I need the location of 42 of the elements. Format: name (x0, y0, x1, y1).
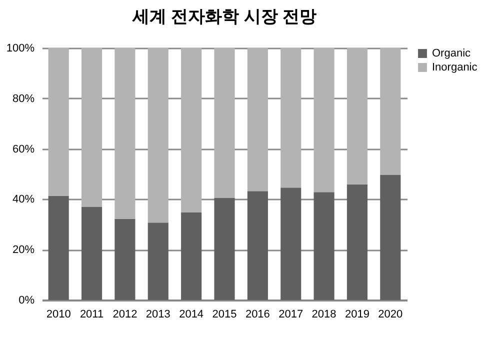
bar (114, 218, 136, 300)
bar (247, 191, 268, 300)
y-tick-label: 80% (12, 92, 35, 105)
y-tick-label: 0% (18, 294, 35, 306)
bar (280, 188, 302, 300)
y-tick-label: 100% (6, 42, 35, 54)
y-tick-label: 20% (12, 244, 35, 256)
bar (48, 196, 69, 300)
legend-label: Inorganic (432, 62, 478, 74)
legend-label: Organic (432, 48, 472, 60)
bar (380, 48, 401, 175)
x-tick-label: 2013 (146, 308, 170, 320)
x-tick-label: 2019 (344, 308, 370, 320)
x-tick-label: 2018 (312, 308, 336, 320)
y-tick-label: 60% (12, 143, 35, 156)
bar (280, 48, 302, 188)
bar (314, 48, 334, 192)
y-tick-label: 40% (12, 194, 35, 206)
bar (48, 48, 69, 196)
x-tick-label: 2015 (212, 308, 237, 320)
bar (247, 48, 268, 192)
bar (114, 48, 136, 219)
bar (346, 184, 368, 300)
bar (181, 48, 202, 213)
x-tick-label: 2016 (245, 308, 270, 320)
bar (81, 48, 102, 207)
bar (380, 174, 401, 300)
bar (214, 198, 235, 300)
bar (214, 48, 235, 198)
chart-title: 세계 전자화학 시장 전망 (131, 7, 317, 26)
bar (148, 48, 168, 223)
bar (314, 192, 334, 300)
x-tick-label: 2020 (378, 308, 403, 320)
x-tick-label: 2011 (80, 308, 104, 320)
x-tick-label: 2014 (179, 308, 204, 320)
x-tick-label: 2012 (112, 308, 138, 320)
bar (81, 206, 102, 300)
bar (148, 222, 168, 300)
x-tick-label: 2010 (46, 308, 71, 320)
bar (346, 48, 368, 184)
bar (181, 212, 202, 300)
x-tick-label: 2017 (278, 308, 304, 320)
